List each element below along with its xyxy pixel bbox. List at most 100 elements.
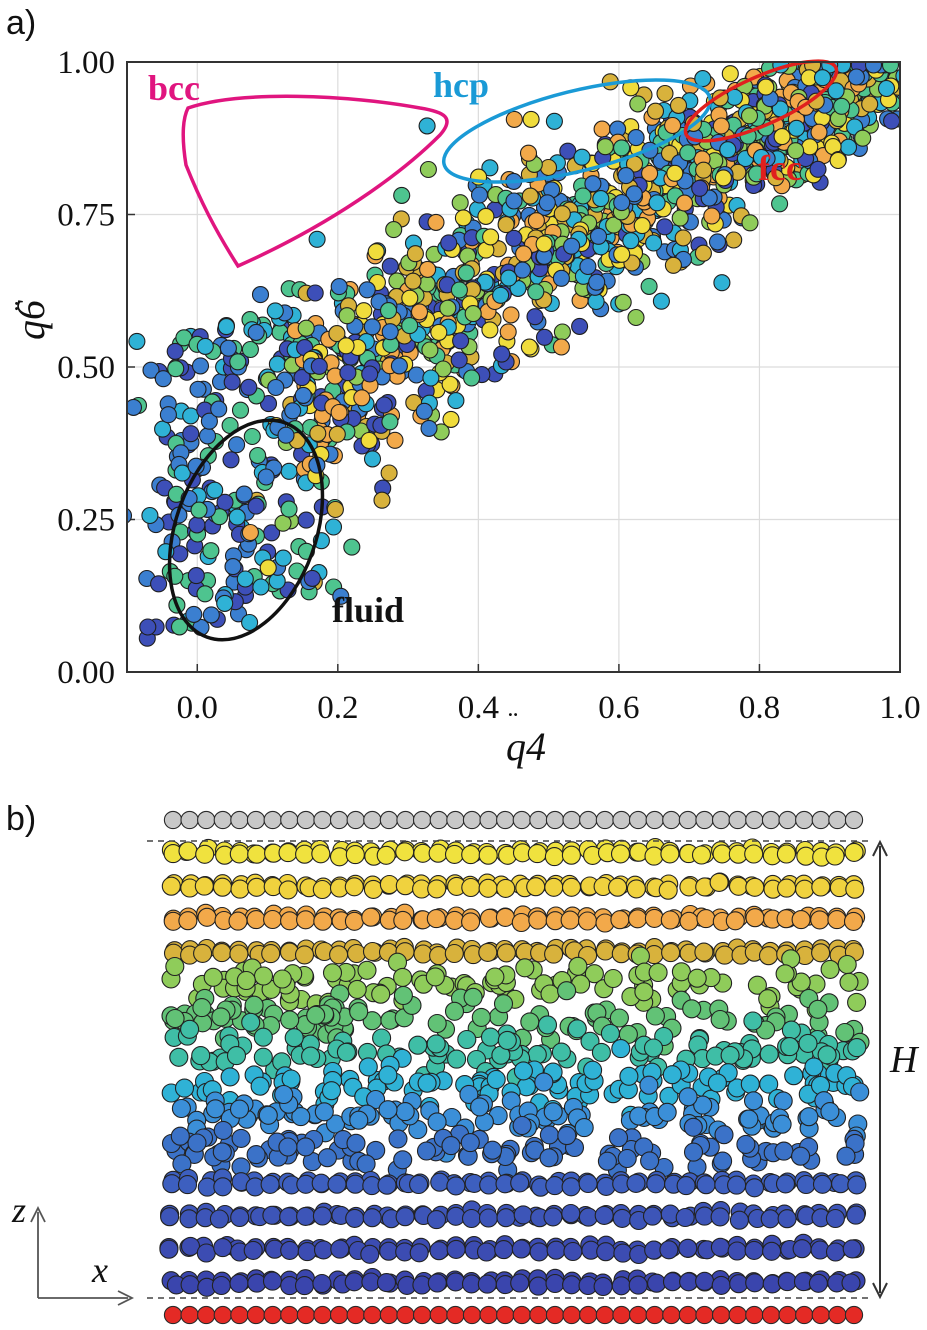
fluid-particle	[740, 1074, 760, 1094]
fluid-particle	[471, 1007, 491, 1027]
crystal-particle	[776, 844, 796, 864]
wall-particle	[296, 810, 316, 830]
crystal-particle	[511, 1239, 531, 1259]
wall-particle	[197, 810, 216, 830]
fluid-particle	[568, 956, 588, 976]
particle-point	[470, 186, 489, 204]
crystal-particle	[611, 1276, 631, 1296]
crystal-particle	[729, 1274, 749, 1294]
fluid-particle	[629, 1106, 649, 1126]
particle-point	[521, 187, 539, 205]
crystal-particle	[610, 844, 631, 864]
crystal-particle	[745, 877, 765, 897]
crystal-particle	[345, 1174, 365, 1194]
particle-point	[463, 369, 481, 387]
layer-11-crystal	[162, 1168, 867, 1198]
particle-point	[259, 559, 277, 577]
crystal-particle	[513, 1205, 533, 1225]
wall-particle	[778, 810, 797, 830]
wall-particle	[695, 810, 714, 830]
fluid-particle	[512, 1115, 532, 1136]
crystal-particle	[312, 879, 332, 900]
particle-point	[297, 511, 315, 529]
crystal-particle	[760, 1209, 780, 1229]
particle-point	[259, 395, 278, 413]
particle-point	[539, 158, 558, 177]
crystal-particle	[510, 1173, 530, 1193]
particle-point	[633, 217, 651, 235]
particle-point	[629, 95, 647, 113]
wall-particle	[363, 1305, 382, 1325]
crystal-particle	[745, 1273, 765, 1293]
panel-b-label: b)	[6, 800, 36, 838]
crystal-particle	[228, 911, 248, 931]
particle-point	[675, 194, 694, 212]
crystal-particle	[195, 844, 215, 864]
svg-text:q6: q6	[8, 300, 53, 340]
particle-point	[280, 500, 298, 518]
hcp-region	[441, 78, 713, 184]
crystal-particle	[661, 943, 681, 963]
particle-point	[401, 317, 419, 335]
fluid-particle	[682, 999, 702, 1019]
particle-point	[303, 569, 321, 587]
fluid-particle	[693, 1095, 713, 1115]
crystal-particle	[561, 1177, 581, 1197]
particle-point	[142, 361, 160, 379]
wall-particle	[163, 810, 183, 830]
crystal-particle	[710, 1207, 730, 1227]
crystal-particle	[594, 1205, 614, 1225]
particle-point	[829, 151, 847, 170]
fluid-particle	[171, 1098, 191, 1119]
crystal-particle	[329, 945, 349, 965]
particle-point	[280, 462, 298, 480]
crystal-particle	[393, 910, 413, 930]
particle-point	[664, 116, 682, 135]
crystal-particle	[528, 1276, 548, 1296]
fluid-particle	[349, 1002, 369, 1022]
particle-point	[159, 406, 177, 424]
particle-point	[674, 229, 692, 247]
particle-point	[664, 256, 682, 274]
crystal-particle	[312, 1206, 332, 1226]
fluid-particle	[662, 1065, 682, 1085]
fluid-particle	[497, 1030, 517, 1050]
particle-point	[719, 141, 737, 159]
crystal-particle	[847, 1175, 867, 1195]
crystal-particle	[430, 1172, 450, 1192]
crystal-particle	[679, 1272, 699, 1292]
crystal-particle	[311, 844, 331, 864]
particle-point	[196, 337, 214, 355]
crystal-particle	[296, 910, 316, 930]
crystal-particle	[344, 911, 364, 931]
particle-point	[592, 190, 610, 208]
particle-point	[419, 160, 437, 179]
particle-point	[241, 523, 259, 542]
wall-particle	[562, 810, 581, 830]
particle-point	[127, 507, 133, 524]
particle-point	[393, 186, 411, 204]
particle-point	[492, 286, 510, 304]
particle-point	[613, 139, 631, 157]
crystal-particle	[476, 1242, 497, 1262]
particle-point	[454, 209, 472, 227]
particle-point	[464, 305, 482, 323]
particle-point	[527, 283, 545, 301]
fluid-particle	[301, 1046, 321, 1066]
fluid-particle	[639, 1075, 659, 1095]
crystal-particle	[427, 879, 447, 899]
crystal-particle	[675, 1207, 695, 1228]
wall-particle	[230, 810, 249, 830]
particle-point	[381, 257, 399, 275]
crystal-particle	[429, 1241, 449, 1261]
particle-point	[669, 96, 688, 114]
particle-point	[171, 545, 189, 563]
particle-point	[154, 370, 172, 388]
wall-particle	[795, 810, 814, 830]
crystal-particle	[478, 878, 498, 898]
wall-particle	[313, 810, 332, 830]
crystal-particle	[211, 1275, 231, 1296]
height-label: H	[889, 1039, 920, 1081]
wall-particle	[545, 1305, 565, 1325]
fluid-region	[167, 418, 325, 642]
